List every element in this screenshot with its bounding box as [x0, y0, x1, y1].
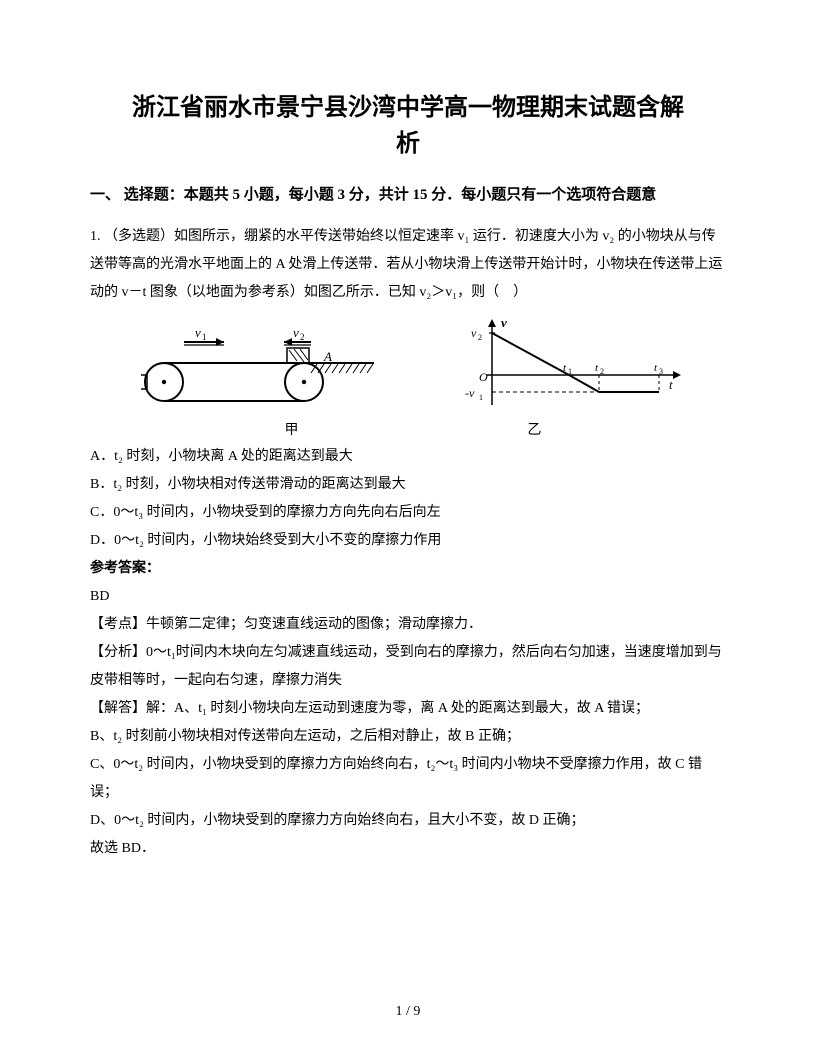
- svg-text:3: 3: [659, 367, 663, 376]
- diagram-conveyor-icon: v 1 v 2 A: [129, 327, 379, 415]
- page-title-l2: 析: [396, 131, 420, 157]
- neg-v1-label: -v: [465, 386, 475, 400]
- q1-intro: 1. （多选题）如图所示，绷紧的水平传送带始终以恒定速率 v₁ 运行．初速度大小…: [90, 223, 726, 307]
- a-point-label: A: [323, 349, 332, 364]
- exp-fenxi: 【分析】0～t₁时间内木块向左匀减速直线运动，受到向右的摩擦力，然后向右匀加速，…: [90, 639, 726, 695]
- exp-jieda-b: B、t₂ 时刻前小物块相对传送带向左运动，之后相对静止，故 B 正确；: [90, 723, 726, 751]
- option-d: D．0～t₂ 时间内，小物块始终受到大小不变的摩擦力作用: [90, 527, 726, 555]
- svg-text:1: 1: [202, 332, 207, 342]
- v2-tick-label: v: [471, 326, 477, 340]
- answer-header: 参考答案：: [90, 555, 726, 583]
- t2-label: t: [595, 362, 599, 374]
- svg-text:1: 1: [479, 393, 483, 402]
- exp-end: 故选 BD．: [90, 835, 726, 863]
- exp-jieda-a: 【解答】解：A、t₁ 时刻小物块向左运动到速度为零，离 A 处的距离达到最大，故…: [90, 695, 726, 723]
- page-number: 1 / 9: [0, 1004, 816, 1020]
- v-axis-label: v: [501, 315, 507, 330]
- svg-text:2: 2: [300, 332, 305, 342]
- figures-row: v 1 v 2 A: [90, 315, 726, 415]
- t1-label: t: [563, 362, 567, 374]
- t-axis-label: t: [669, 377, 673, 392]
- exp-jieda-c: C、0～t₂ 时间内，小物块受到的摩擦力方向始终向右，t₂～t₃ 时间内小物块不…: [90, 751, 726, 807]
- svg-text:1: 1: [568, 367, 572, 376]
- fig-b-caption: 乙: [528, 419, 542, 439]
- exp-kaodian: 【考点】牛顿第二定律；匀变速直线运动的图像；滑动摩擦力．: [90, 611, 726, 639]
- origin-label: O: [479, 370, 488, 384]
- diagram-vt-graph-icon: v t O v 2 -v 1 t 1 t 2 t 3: [457, 315, 687, 415]
- page-title-l1: 浙江省丽水市景宁县沙湾中学高一物理期末试题含解: [132, 95, 684, 121]
- svg-text:2: 2: [600, 367, 604, 376]
- option-a: A．t₂ 时刻，小物块离 A 处的距离达到最大: [90, 443, 726, 471]
- exp-jieda-d: D、0～t₂ 时间内，小物块受到的摩擦力方向始终向右，且大小不变，故 D 正确；: [90, 807, 726, 835]
- answer-value: BD: [90, 583, 726, 611]
- option-b: B．t₂ 时刻，小物块相对传送带滑动的距离达到最大: [90, 471, 726, 499]
- option-c: C．0～t₃ 时间内，小物块受到的摩擦力方向先向右后向左: [90, 499, 726, 527]
- fig-a-caption: 甲: [285, 419, 299, 439]
- v2-label: v: [293, 327, 299, 340]
- section-header: 一、 选择题：本题共 5 小题，每小题 3 分，共计 15 分．每小题只有一个选…: [90, 182, 726, 209]
- v1-label: v: [195, 327, 201, 340]
- options-block: A．t₂ 时刻，小物块离 A 处的距离达到最大 B．t₂ 时刻，小物块相对传送带…: [90, 443, 726, 555]
- t3-label: t: [654, 362, 658, 374]
- svg-text:2: 2: [478, 333, 482, 342]
